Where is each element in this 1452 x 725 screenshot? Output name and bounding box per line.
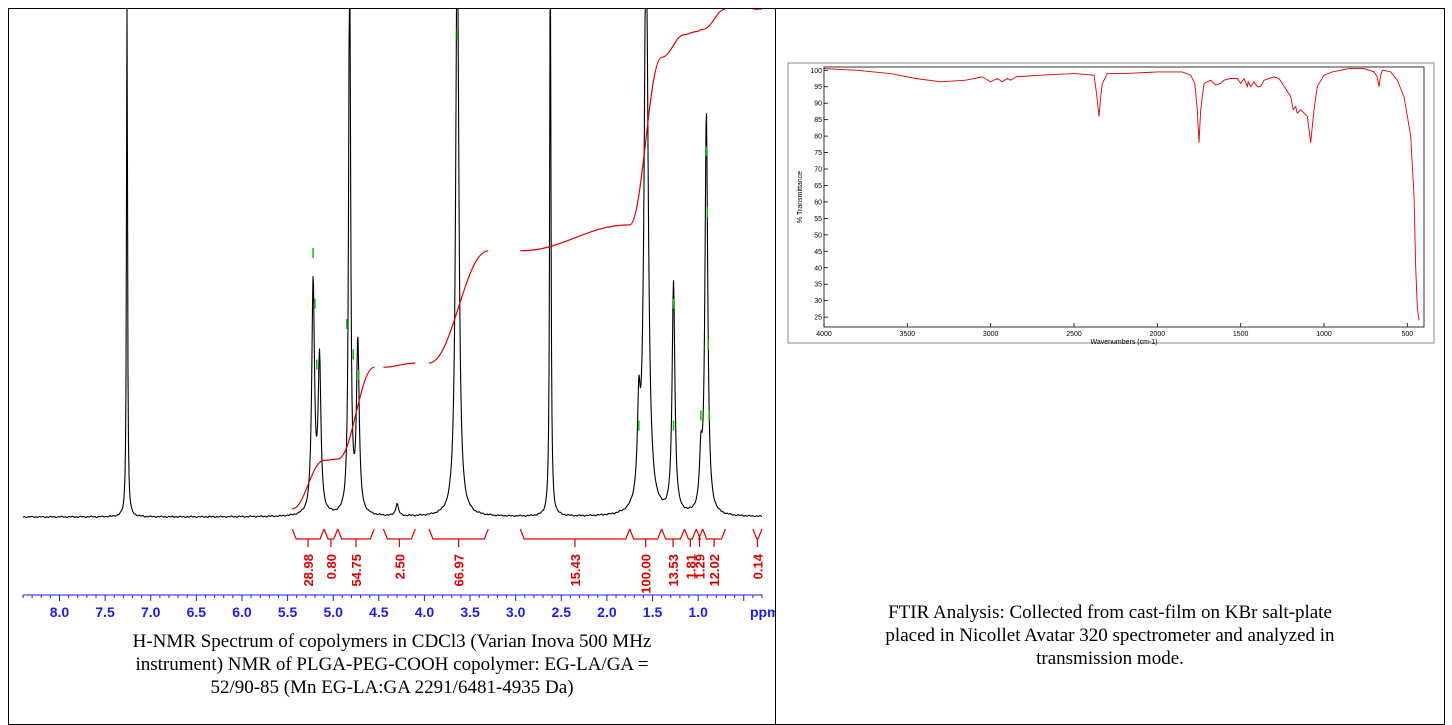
ftir-y-tick-label: 50 <box>814 232 822 239</box>
ftir-x-axis-label: Wavenumbers (cm-1) <box>1090 339 1157 346</box>
ftir-y-tick-label: 40 <box>814 265 822 272</box>
nmr-integral-bracket <box>323 528 339 547</box>
nmr-caption-line: instrument) NMR of PLGA-PEG-COOH copolym… <box>135 654 649 675</box>
ftir-caption-line: FTIR Analysis: Collected from cast-film … <box>888 602 1332 623</box>
nmr-integral-curve <box>629 56 663 226</box>
nmr-ppm-tick-label: 3.0 <box>506 604 526 620</box>
nmr-spectrum-trace <box>22 9 763 519</box>
ftir-y-tick-label: 25 <box>814 315 822 322</box>
ftir-y-tick-label: 30 <box>814 298 822 305</box>
nmr-integral-curve <box>520 224 630 252</box>
nmr-integral-curve <box>696 28 703 33</box>
ftir-x-tick-label: 3000 <box>983 331 999 338</box>
nmr-integral-bracket <box>695 528 704 547</box>
nmr-ppm-tick-label: 5.0 <box>323 604 343 620</box>
ftir-y-tick-label: 75 <box>814 150 822 157</box>
ftir-y-tick-label: 65 <box>814 183 822 190</box>
nmr-ppm-tick-label: 7.5 <box>95 604 115 620</box>
nmr-ppm-tick-label: 6.0 <box>232 604 252 620</box>
ftir-y-tick-label: 90 <box>814 101 822 108</box>
nmr-integral-bracket <box>519 528 631 547</box>
ftir-y-tick-label: 80 <box>814 134 822 141</box>
nmr-integral-bracket <box>337 528 375 547</box>
nmr-ppm-tick-label: 4.5 <box>369 604 389 620</box>
ftir-transmittance-trace <box>823 68 1420 321</box>
ftir-y-tick-label: 85 <box>814 117 822 124</box>
nmr-caption: H-NMR Spectrum of copolymers in CDCl3 (V… <box>9 630 775 699</box>
nmr-integral-label: 28.98 <box>301 554 316 587</box>
nmr-ppm-tick-label: 7.0 <box>141 604 161 620</box>
ftir-x-tick-label: 2000 <box>1150 331 1166 338</box>
nmr-integral-curve <box>337 366 375 460</box>
nmr-ppm-tick-label: 8.0 <box>50 604 70 620</box>
nmr-integral-bracket <box>702 528 727 547</box>
nmr-integral-bracket <box>428 528 489 547</box>
ftir-caption-line: placed in Nicollet Avatar 320 spectromet… <box>885 625 1335 646</box>
ftir-y-tick-label: 95 <box>814 84 822 91</box>
nmr-integral-label: 1.29 <box>693 554 708 579</box>
nmr-spectrum-chart: 28.98 0.80 54.75 2.50 66.97 15.43 100.00 13.53 1… <box>22 9 775 620</box>
ftir-y-tick-label: 70 <box>814 167 822 174</box>
ftir-y-tick-label: 45 <box>814 249 822 256</box>
nmr-caption-line: H-NMR Spectrum of copolymers in CDCl3 (V… <box>132 631 652 652</box>
ftir-x-tick-label: 1000 <box>1316 331 1332 338</box>
ftir-x-tick-label: 4000 <box>816 331 832 338</box>
nmr-integral-bracket <box>683 528 697 547</box>
nmr-ppm-tick-label: 2.5 <box>552 604 572 620</box>
nmr-panel: 28.98 0.80 54.75 2.50 66.97 15.43 100.00 13.53 1… <box>8 8 776 725</box>
ftir-plot-frame <box>823 66 1425 328</box>
nmr-integral-label: 100.00 <box>639 554 654 594</box>
nmr-integral-curve <box>428 250 489 364</box>
nmr-integral-bracket <box>382 528 416 547</box>
nmr-ppm-tick-label: 5.5 <box>278 604 298 620</box>
ftir-x-tick-label: 500 <box>1401 331 1413 338</box>
nmr-integral-bracket <box>291 528 325 547</box>
nmr-integral-label: 66.97 <box>452 554 467 587</box>
ftir-caption-line: transmission mode. <box>1036 648 1184 669</box>
nmr-ppm-tick-label: 3.5 <box>460 604 480 620</box>
nmr-ppm-tick-label: 2.0 <box>597 604 617 620</box>
nmr-integral-label: 13.53 <box>666 554 681 587</box>
nmr-caption-line: 52/90-85 (Mn EG-LA:GA 2291/6481-4935 Da) <box>210 677 574 698</box>
nmr-integral-bracket <box>661 528 686 547</box>
nmr-ppm-tick-label: 6.5 <box>187 604 207 620</box>
ftir-y-tick-label: 100 <box>810 68 822 75</box>
ftir-panel: 100 95 90 85 80 75 70 65 60 55 50 45 40 35 30 25 4000 350… <box>775 8 1445 725</box>
nmr-integral-bracket <box>629 528 663 547</box>
nmr-integral-curve <box>702 9 726 30</box>
ftir-x-tick-label: 1500 <box>1233 331 1249 338</box>
ftir-y-tick-label: 60 <box>814 199 822 206</box>
nmr-integral-label: 2.50 <box>392 554 407 579</box>
ftir-x-tick-label: 2500 <box>1066 331 1082 338</box>
ftir-y-axis-label: % Transmittance <box>797 171 804 223</box>
ftir-caption: FTIR Analysis: Collected from cast-film … <box>776 601 1444 670</box>
nmr-integral-label: 54.75 <box>349 554 364 587</box>
nmr-integral-curve <box>324 458 338 461</box>
nmr-integral-bracket <box>752 528 763 547</box>
nmr-integral-curve <box>661 34 685 58</box>
nmr-integral-label: 0.80 <box>324 554 339 579</box>
nmr-integral-label: 12.02 <box>707 554 722 587</box>
nmr-ppm-unit-label: ppm <box>750 604 775 620</box>
nmr-integral-label: 0.14 <box>750 553 765 579</box>
nmr-integral-label: 15.43 <box>568 554 583 587</box>
ftir-y-tick-label: 35 <box>814 282 822 289</box>
nmr-integral-curve <box>383 362 416 368</box>
nmr-integral-curve <box>291 459 325 510</box>
nmr-ppm-tick-label: 4.0 <box>415 604 435 620</box>
ftir-spectrum-chart: 100 95 90 85 80 75 70 65 60 55 50 45 40 35 30 25 4000 350… <box>787 62 1435 346</box>
nmr-ppm-tick-label: 1.0 <box>688 604 708 620</box>
nmr-integral-label: 1.81 <box>683 554 698 579</box>
nmr-integral-curve <box>684 31 697 36</box>
ftir-y-tick-label: 55 <box>814 216 822 223</box>
ftir-x-tick-label: 3500 <box>900 331 916 338</box>
nmr-ppm-tick-label: 1.5 <box>643 604 663 620</box>
